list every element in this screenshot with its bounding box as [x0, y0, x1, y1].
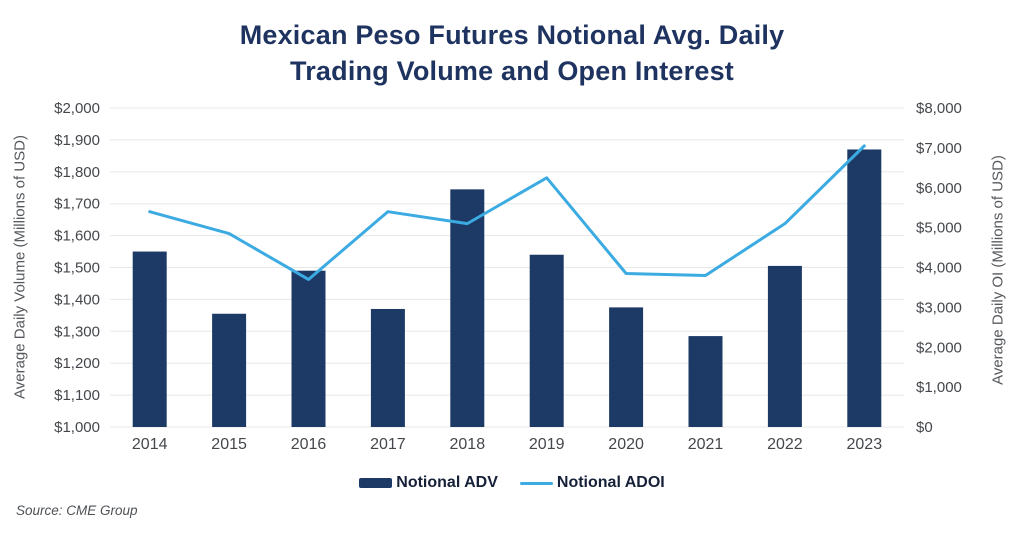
left-axis-tick-label: $1,400: [54, 291, 100, 308]
bar-2014: [132, 251, 167, 427]
bar-2017: [370, 308, 405, 427]
bar-2020: [609, 307, 644, 427]
line-series-swatch-icon: [519, 481, 553, 485]
left-axis-tick-label: $1,800: [54, 164, 100, 181]
x-axis-tick-label: 2014: [132, 436, 168, 453]
left-axis-tick-label: $1,500: [54, 260, 100, 277]
x-axis-tick-label: 2023: [847, 436, 883, 453]
bar-2023: [847, 149, 882, 427]
right-axis-tick-label: $7,000: [916, 140, 962, 157]
x-axis-tick-label: 2018: [450, 436, 486, 453]
legend-label-adoi: Notional ADOI: [556, 474, 665, 491]
legend-label-adv: Notional ADV: [396, 474, 498, 491]
legend-item-notional-adoi: Notional ADOI: [519, 474, 665, 492]
bar-series-swatch-icon: [359, 478, 393, 488]
chart-title: Mexican Peso Futures Notional Avg. Daily…: [0, 17, 1024, 89]
bar-2019: [529, 254, 564, 427]
bar-2016: [291, 270, 326, 427]
x-axis-tick-label: 2019: [529, 436, 565, 453]
bar-2018: [450, 189, 485, 427]
x-axis-tick-label: 2020: [608, 436, 644, 453]
chart-title-line2: Trading Volume and Open Interest: [290, 56, 734, 86]
left-axis-tick-label: $1,700: [54, 196, 100, 213]
x-axis-tick-label: 2017: [370, 436, 406, 453]
left-axis-tick-label: $1,200: [54, 355, 100, 372]
right-axis-tick-label: $1,000: [916, 379, 962, 396]
adoi-line: [148, 144, 866, 281]
left-axis-title: Average Daily Volume (Millions of USD): [11, 135, 29, 399]
left-axis-tick-label: $1,300: [54, 323, 100, 340]
right-axis-tick-label: $4,000: [916, 260, 962, 277]
left-axis-tick-label: $1,000: [54, 419, 100, 436]
right-axis-tick-label: $3,000: [916, 299, 962, 316]
right-axis-tick-label: $5,000: [916, 220, 962, 237]
x-axis-tick-label: 2016: [291, 436, 327, 453]
left-axis-tick-label: $1,100: [54, 387, 100, 404]
right-axis-tick-label: $2,000: [916, 339, 962, 356]
right-axis-tick-label: $8,000: [916, 100, 962, 117]
x-axis-tick-label: 2022: [767, 436, 803, 453]
right-axis-title: Average Daily OI (Millions of USD): [989, 155, 1007, 385]
x-axis-tick-label: 2021: [688, 436, 724, 453]
right-axis-tick-label: $0: [916, 419, 933, 436]
bar-2021: [688, 336, 723, 427]
x-axis-tick-label: 2015: [211, 436, 247, 453]
left-axis-tick-label: $1,900: [54, 132, 100, 149]
left-axis-tick-label: $1,600: [54, 228, 100, 245]
left-axis-tick-label: $2,000: [54, 100, 100, 117]
chart-title-line1: Mexican Peso Futures Notional Avg. Daily: [239, 20, 785, 50]
bar-2015: [212, 313, 247, 427]
right-axis-tick-label: $6,000: [916, 180, 962, 197]
bar-2022: [767, 265, 802, 427]
source-note: Source: CME Group: [16, 503, 138, 518]
chart-legend: Notional ADV Notional ADOI: [0, 474, 1024, 492]
legend-item-notional-adv: Notional ADV: [359, 474, 498, 492]
